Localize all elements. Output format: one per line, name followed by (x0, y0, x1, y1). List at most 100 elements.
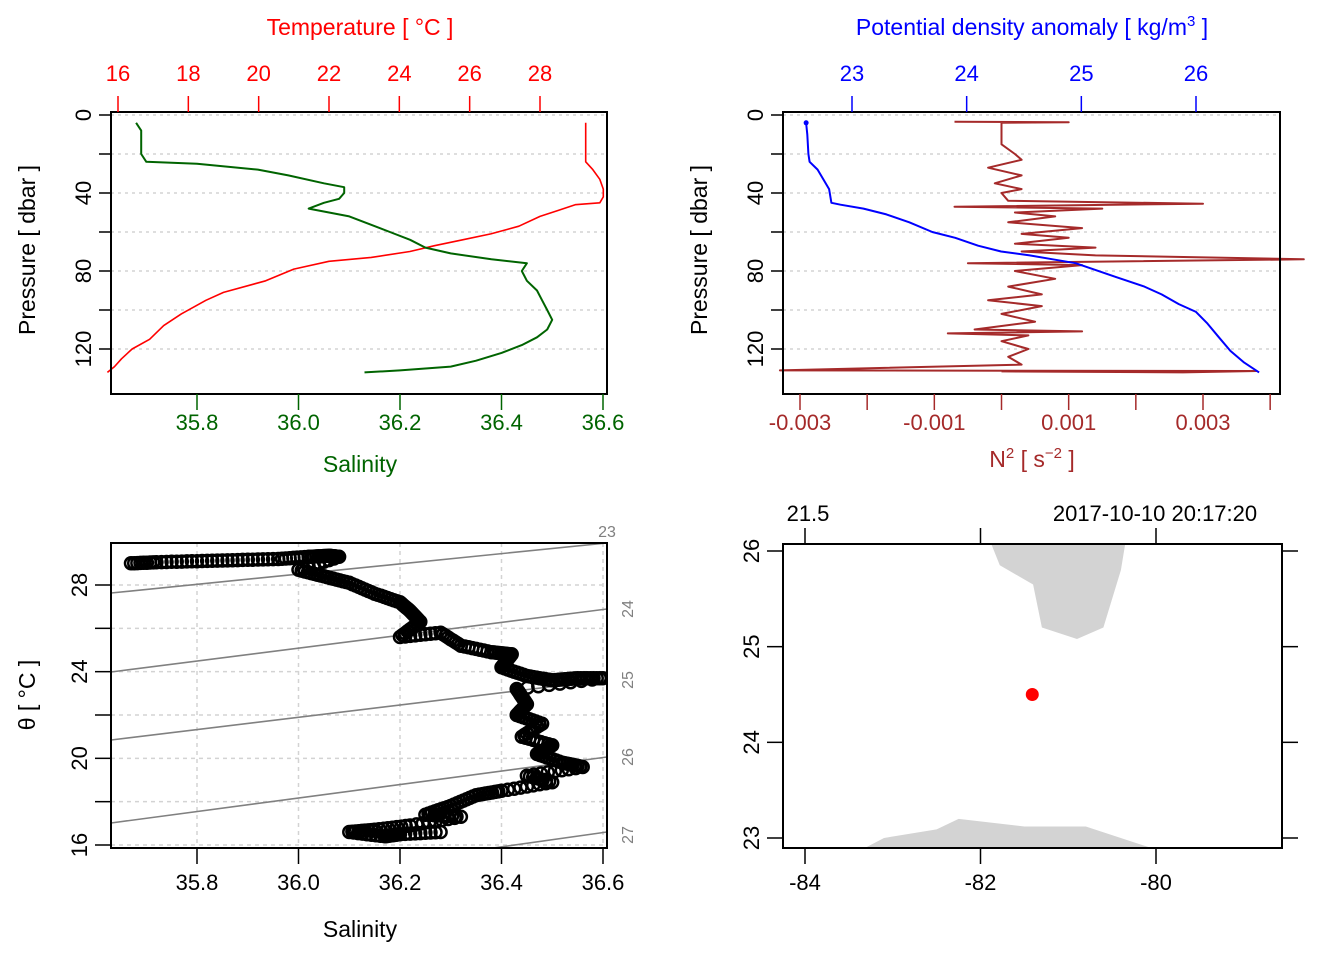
y-tick-label: 120 (743, 331, 768, 368)
density-tick-label: 24 (954, 61, 978, 86)
pressure-axis-title: Pressure [ dbar ] (686, 165, 712, 335)
ts-point (407, 628, 423, 643)
n2-title-main: N (989, 446, 1006, 472)
temperature-tick-label: 22 (317, 61, 341, 86)
x-tick-label: 36.0 (277, 870, 320, 895)
density-start-point (803, 120, 809, 126)
series-group (778, 120, 1305, 374)
ts-point (189, 553, 205, 569)
points-group (123, 548, 607, 844)
y-tick-label: 80 (71, 259, 96, 283)
isopycnal-line (111, 543, 607, 594)
isopycnal-label: 26 (620, 748, 637, 766)
isopycnal-line (487, 831, 607, 848)
ts-point (159, 554, 174, 570)
ts-point (250, 552, 266, 567)
isopycnal-label: 23 (598, 524, 616, 541)
ts-point (575, 759, 590, 775)
ts-point (413, 627, 428, 643)
lon-tick-label: -82 (965, 870, 997, 895)
plot-frame (110, 111, 608, 395)
ts-point (407, 826, 423, 841)
panel-profile-ts: 0 40 80 120 16 18 20 22 24 26 28 35.8 36.0 36.2 36.4… (14, 14, 624, 477)
ts-point (402, 628, 418, 644)
series-salinity-line (135, 122, 554, 374)
salinity-axis-title: Salinity (323, 451, 398, 477)
ts-point (418, 807, 433, 822)
x-tick-label: 35.8 (176, 870, 219, 895)
ts-point (194, 553, 210, 569)
ts-point (154, 554, 169, 570)
series-group (106, 122, 605, 374)
ts-point (235, 552, 250, 568)
y-tick-label: 28 (67, 573, 92, 597)
theta-axis: 16 20 24 28 (67, 573, 111, 857)
y-tick-label: 24 (67, 659, 92, 683)
density-axis-title: Potential density anomaly [ kg/m3 ] (856, 13, 1208, 40)
n2-tick-label: 0.003 (1175, 410, 1230, 435)
temperature-tick-label: 28 (528, 61, 552, 86)
lat-tick-label: 26 (739, 539, 764, 563)
map-top-left-label: 21.5 (787, 501, 830, 526)
ts-point (225, 552, 240, 568)
map-axes: -84 -82 -80 23 24 25 26 (739, 528, 1298, 895)
y-tick-label: 80 (743, 259, 768, 283)
grid (783, 114, 1280, 350)
y-axis: 0 40 80 120 (71, 109, 111, 367)
n2-tick-label: -0.003 (769, 410, 831, 435)
ts-point (260, 552, 276, 567)
temperature-axis-title: Temperature [ °C ] (267, 14, 454, 40)
plot-frame (110, 542, 608, 849)
land-group (864, 544, 1152, 848)
n2-axis: -0.003 -0.001 0.001 0.003 (769, 394, 1271, 435)
y-tick-label: 40 (71, 181, 96, 205)
ts-point (402, 826, 418, 841)
isopycnal-labels: 23 24 25 26 27 (598, 524, 637, 844)
ts-point (397, 629, 413, 644)
ts-point (418, 825, 433, 841)
lat-tick-label: 23 (739, 826, 764, 850)
map-top-right-timestamp: 2017-10-10 20:17:20 (1053, 501, 1257, 526)
x-tick-label: 36.6 (582, 870, 625, 895)
ts-point (423, 825, 438, 840)
temperature-tick-label: 20 (246, 61, 270, 86)
lat-tick-label: 24 (739, 730, 764, 754)
ts-point (397, 826, 413, 842)
ts-point (204, 553, 220, 569)
n2-tick-label: 0.001 (1041, 410, 1096, 435)
n2-title-sup2: −2 (1045, 445, 1062, 462)
n2-tick-label: -0.001 (903, 410, 965, 435)
grid (111, 114, 607, 350)
salinity-tick-label: 36.6 (582, 410, 625, 435)
n2-axis-title: N2 [ s−2 ] (989, 445, 1075, 472)
x-tick-label: 36.4 (480, 870, 523, 895)
series-n2-line (778, 120, 1305, 374)
ts-point (392, 629, 408, 645)
ts-point (392, 826, 408, 842)
ts-point (418, 627, 433, 642)
plot-frame (782, 111, 1281, 395)
y-tick-label: 20 (67, 746, 92, 770)
ts-point (164, 554, 179, 570)
ts-point (149, 555, 164, 570)
isopycnal-group (111, 543, 607, 848)
ts-point (240, 552, 256, 568)
ts-point (169, 554, 184, 569)
panel-ts-diagram: 16 20 24 28 35.8 36.0 36.2 36.4 36.6 23 24 25 26 27… (14, 524, 637, 942)
ts-point (255, 552, 271, 567)
ts-point (179, 554, 195, 569)
salinity-tick-label: 36.0 (277, 410, 320, 435)
density-title-main: Potential density anomaly [ kg/m (856, 14, 1187, 40)
lon-tick-label: -84 (789, 870, 821, 895)
salinity-tick-label: 35.8 (176, 410, 219, 435)
ts-point (245, 552, 261, 567)
isopycnal-line (111, 756, 607, 824)
land-polygon (991, 544, 1126, 639)
y-tick-label: 0 (71, 109, 96, 121)
temperature-tick-label: 16 (106, 61, 130, 86)
ts-point (428, 825, 443, 840)
ts-point (433, 824, 448, 840)
ts-point (230, 552, 245, 568)
salinity-axis: 35.8 36.0 36.2 36.4 36.6 (176, 394, 625, 435)
